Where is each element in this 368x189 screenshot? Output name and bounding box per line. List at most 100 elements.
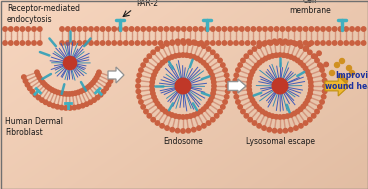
Circle shape (212, 80, 216, 84)
Circle shape (164, 41, 169, 45)
Circle shape (38, 27, 42, 31)
Circle shape (269, 27, 273, 31)
Circle shape (263, 56, 268, 61)
Circle shape (262, 42, 266, 46)
Circle shape (257, 107, 262, 111)
Circle shape (307, 95, 311, 99)
Circle shape (95, 95, 100, 100)
Circle shape (252, 66, 257, 70)
Text: Cell
membrane: Cell membrane (289, 0, 331, 15)
Circle shape (160, 124, 164, 128)
Circle shape (298, 41, 302, 45)
Circle shape (66, 41, 70, 45)
Circle shape (64, 106, 68, 110)
Circle shape (307, 73, 311, 77)
Circle shape (3, 41, 7, 45)
Circle shape (108, 79, 113, 83)
Circle shape (36, 95, 41, 100)
Circle shape (249, 95, 253, 99)
Circle shape (216, 41, 221, 45)
Circle shape (267, 113, 271, 117)
Circle shape (197, 126, 201, 130)
Circle shape (206, 47, 211, 51)
Circle shape (226, 89, 230, 94)
Circle shape (320, 100, 324, 104)
Circle shape (184, 53, 189, 57)
Circle shape (332, 41, 337, 45)
Circle shape (26, 41, 31, 45)
Circle shape (252, 121, 256, 125)
Circle shape (20, 41, 25, 45)
Circle shape (250, 69, 255, 74)
Circle shape (135, 27, 139, 31)
Circle shape (318, 63, 322, 67)
Circle shape (298, 61, 303, 65)
Circle shape (188, 114, 192, 118)
Circle shape (211, 76, 215, 81)
Circle shape (278, 115, 282, 119)
Circle shape (195, 111, 199, 116)
Circle shape (26, 27, 31, 31)
Circle shape (215, 114, 219, 118)
Circle shape (272, 129, 277, 133)
Circle shape (43, 100, 48, 105)
Circle shape (216, 27, 221, 31)
Circle shape (170, 113, 174, 117)
Circle shape (248, 50, 252, 54)
Circle shape (308, 76, 312, 81)
Circle shape (344, 41, 348, 45)
Circle shape (151, 91, 155, 96)
Circle shape (294, 126, 298, 130)
Circle shape (153, 69, 158, 74)
Circle shape (198, 109, 203, 114)
Circle shape (110, 75, 114, 79)
Circle shape (92, 98, 96, 102)
Circle shape (208, 69, 213, 74)
Circle shape (163, 109, 167, 114)
Circle shape (53, 89, 57, 94)
Circle shape (177, 53, 181, 57)
Circle shape (192, 55, 196, 59)
Circle shape (335, 63, 340, 67)
Circle shape (71, 27, 76, 31)
Circle shape (275, 27, 279, 31)
Circle shape (41, 80, 45, 85)
Circle shape (50, 88, 54, 92)
Circle shape (84, 86, 89, 91)
Circle shape (285, 114, 290, 118)
Circle shape (361, 27, 366, 31)
Circle shape (228, 41, 233, 45)
Circle shape (81, 103, 85, 108)
Circle shape (181, 129, 185, 133)
Circle shape (303, 47, 308, 51)
Circle shape (292, 56, 297, 61)
Circle shape (158, 63, 162, 68)
Circle shape (257, 27, 261, 31)
Circle shape (56, 90, 60, 94)
Circle shape (322, 73, 326, 77)
Circle shape (150, 80, 155, 84)
Circle shape (267, 40, 272, 44)
Circle shape (89, 83, 93, 87)
Circle shape (71, 41, 76, 45)
Circle shape (299, 124, 303, 128)
Text: PAR-2: PAR-2 (136, 0, 158, 8)
Circle shape (210, 50, 215, 54)
Circle shape (202, 124, 206, 128)
Circle shape (262, 126, 266, 130)
Circle shape (160, 61, 164, 65)
Circle shape (137, 73, 142, 77)
Circle shape (73, 91, 78, 95)
Circle shape (315, 109, 319, 114)
Circle shape (269, 41, 273, 45)
Circle shape (257, 44, 261, 48)
Circle shape (248, 76, 252, 81)
Circle shape (77, 41, 82, 45)
Circle shape (211, 91, 215, 96)
Circle shape (66, 27, 70, 31)
Circle shape (40, 98, 44, 102)
Circle shape (193, 27, 198, 31)
Circle shape (152, 95, 156, 99)
Circle shape (233, 89, 237, 94)
Circle shape (94, 75, 99, 80)
